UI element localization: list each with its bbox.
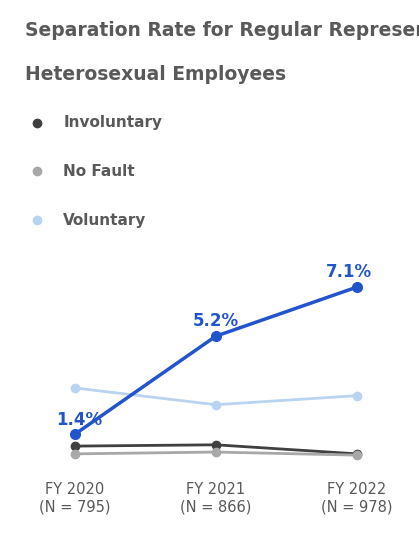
Text: 7.1%: 7.1%: [326, 263, 372, 281]
Text: 5.2%: 5.2%: [193, 312, 239, 331]
Text: Retirements: Retirements: [63, 261, 169, 276]
Text: 1.4%: 1.4%: [56, 411, 102, 428]
Text: No Fault: No Fault: [63, 164, 135, 179]
Text: Voluntary: Voluntary: [63, 213, 147, 228]
Text: Separation Rate for Regular Represented: Separation Rate for Regular Represented: [25, 21, 419, 39]
Text: Involuntary: Involuntary: [63, 115, 162, 130]
Text: Heterosexual Employees: Heterosexual Employees: [25, 65, 286, 84]
